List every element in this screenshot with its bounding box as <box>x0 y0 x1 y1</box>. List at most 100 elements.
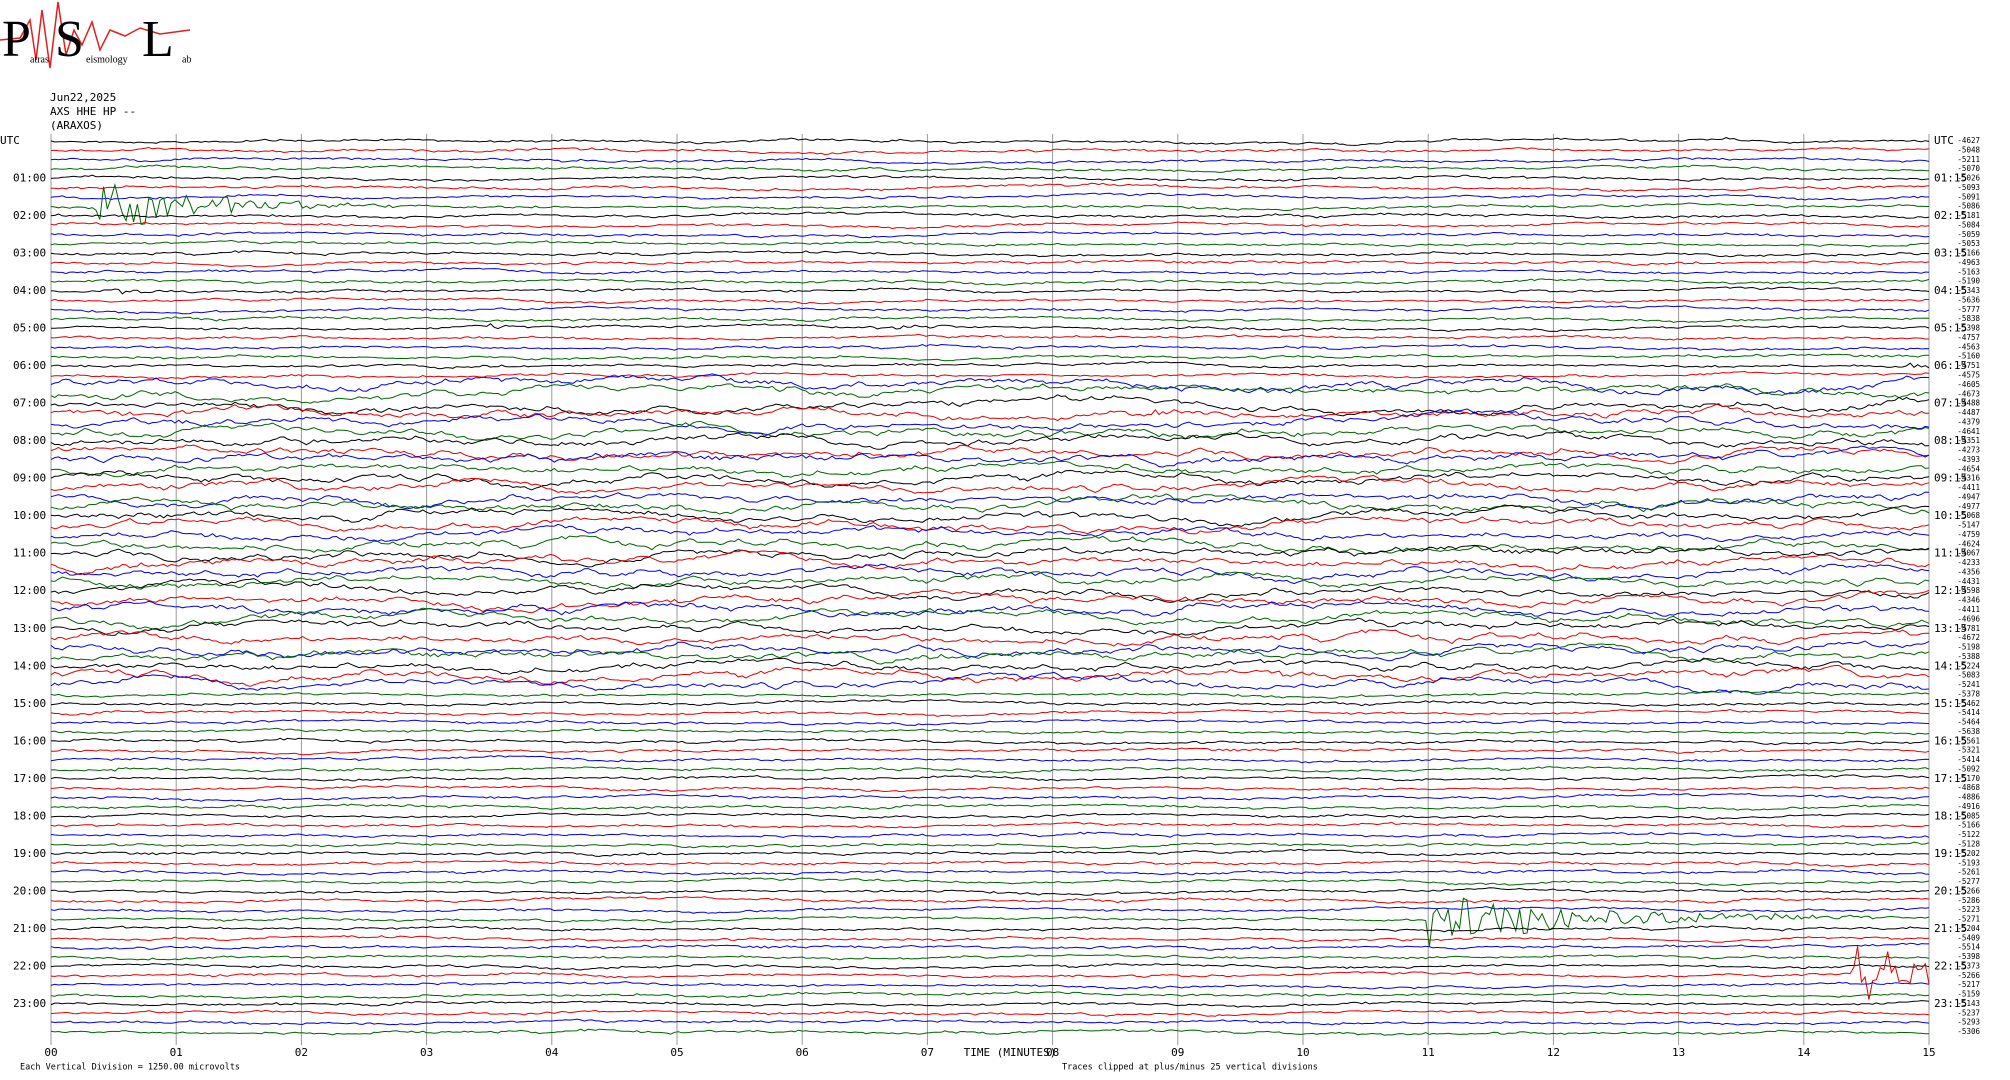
row-value: -5462 <box>1957 699 1980 708</box>
trace <box>50 607 1930 630</box>
row-value: -5159 <box>1957 990 1980 999</box>
row-value: -5128 <box>1957 840 1980 849</box>
row-value: -5181 <box>1957 211 1980 220</box>
row-value: -5266 <box>1957 971 1980 980</box>
trace <box>50 333 1929 341</box>
trace <box>50 841 1930 850</box>
trace <box>50 460 1930 478</box>
x-tick-label: 03 <box>420 1046 433 1059</box>
logo-word: ab <box>182 54 191 65</box>
logo-word: eismology <box>86 54 128 65</box>
row-value: -5838 <box>1957 314 1980 323</box>
x-tick-label: 10 <box>1296 1046 1309 1059</box>
trace <box>50 887 1930 896</box>
trace <box>50 430 1930 450</box>
row-value: -5122 <box>1957 830 1980 839</box>
row-value: -4624 <box>1957 539 1980 548</box>
row-value: -5093 <box>1957 183 1980 192</box>
logo-wave <box>0 1 191 69</box>
trace <box>50 146 1930 156</box>
trace <box>50 868 1930 876</box>
row-value: -5202 <box>1957 849 1980 858</box>
row-value: -4977 <box>1957 502 1980 511</box>
row-value: -4654 <box>1957 464 1980 473</box>
trace <box>50 394 1930 417</box>
trace <box>50 286 1930 295</box>
scale-note: Each Vertical Division = 1250.00 microvo… <box>20 1063 240 1073</box>
right-time-label: 05:15 <box>1934 322 1967 335</box>
x-tick-label: 09 <box>1171 1046 1184 1059</box>
left-time-label: 12:00 <box>13 584 46 597</box>
trace <box>50 174 1930 183</box>
trace <box>50 935 1930 943</box>
trace <box>51 323 1930 333</box>
trace <box>50 211 1930 220</box>
row-value: -5378 <box>1957 689 1980 698</box>
trace <box>50 718 1930 727</box>
x-tick-label: 12 <box>1547 1046 1560 1059</box>
right-time-label: 19:15 <box>1934 847 1967 860</box>
trace <box>50 657 1930 675</box>
trace <box>50 1018 1930 1026</box>
trace <box>50 821 1929 829</box>
right-time-label: UTC <box>1934 134 1954 147</box>
trace <box>50 403 1930 422</box>
row-value: -5271 <box>1957 915 1980 924</box>
x-tick-label: 15 <box>1922 1046 1935 1059</box>
trace <box>50 444 1930 465</box>
trace <box>50 305 1930 315</box>
left-time-label: 21:00 <box>13 922 46 935</box>
left-time-label: 09:00 <box>13 472 46 485</box>
row-value: -5266 <box>1957 886 1980 895</box>
trace <box>50 699 1930 707</box>
row-value: -5048 <box>1957 145 1980 154</box>
trace <box>50 784 1930 793</box>
x-tick-label: 02 <box>295 1046 308 1059</box>
row-value: -5083 <box>1957 671 1980 680</box>
trace <box>50 896 1930 904</box>
row-value: -5170 <box>1957 774 1980 783</box>
logo-letter: L <box>142 11 174 68</box>
trace <box>50 267 1930 276</box>
right-time-label: 20:15 <box>1934 884 1967 897</box>
station: AXS HHE HP -- <box>50 105 136 118</box>
row-value: -5163 <box>1957 267 1980 276</box>
x-tick-label: 00 <box>44 1046 57 1059</box>
row-value: -4759 <box>1957 530 1980 539</box>
left-time-label: 10:00 <box>13 509 46 522</box>
row-value: -5638 <box>1957 727 1980 736</box>
x-tick-label: 06 <box>796 1046 809 1059</box>
row-value: -5414 <box>1957 708 1980 717</box>
trace <box>50 1028 1929 1036</box>
trace <box>50 383 1930 404</box>
left-time-label: 03:00 <box>13 247 46 260</box>
right-time-label: 12:15 <box>1934 584 1967 597</box>
trace <box>50 774 1930 782</box>
x-tick-label: 08 <box>1046 1046 1059 1059</box>
row-value: -4781 <box>1957 624 1980 633</box>
left-time-label: 18:00 <box>13 809 46 822</box>
row-value: -5224 <box>1957 661 1980 670</box>
row-value: -4916 <box>1957 802 1980 811</box>
trace <box>50 137 1930 146</box>
right-time-label: 18:15 <box>1934 809 1967 822</box>
trace <box>50 156 1930 165</box>
row-value: -4379 <box>1957 417 1980 426</box>
row-value: -5059 <box>1957 230 1980 239</box>
right-time-label: 03:15 <box>1934 247 1967 260</box>
row-value: -5398 <box>1957 952 1980 961</box>
right-time-label: 09:15 <box>1934 472 1967 485</box>
trace <box>50 642 1930 665</box>
left-time-label: 17:00 <box>13 772 46 785</box>
row-value: -5293 <box>1957 1018 1980 1027</box>
left-time-label: 16:00 <box>13 734 46 747</box>
right-time-label: 15:15 <box>1934 697 1967 710</box>
row-value: -5261 <box>1957 868 1980 877</box>
trace <box>50 954 1930 961</box>
trace <box>50 905 1930 914</box>
trace <box>50 588 1930 614</box>
row-value: -5086 <box>1957 202 1980 211</box>
trace <box>50 370 1930 380</box>
trace <box>50 373 1930 396</box>
